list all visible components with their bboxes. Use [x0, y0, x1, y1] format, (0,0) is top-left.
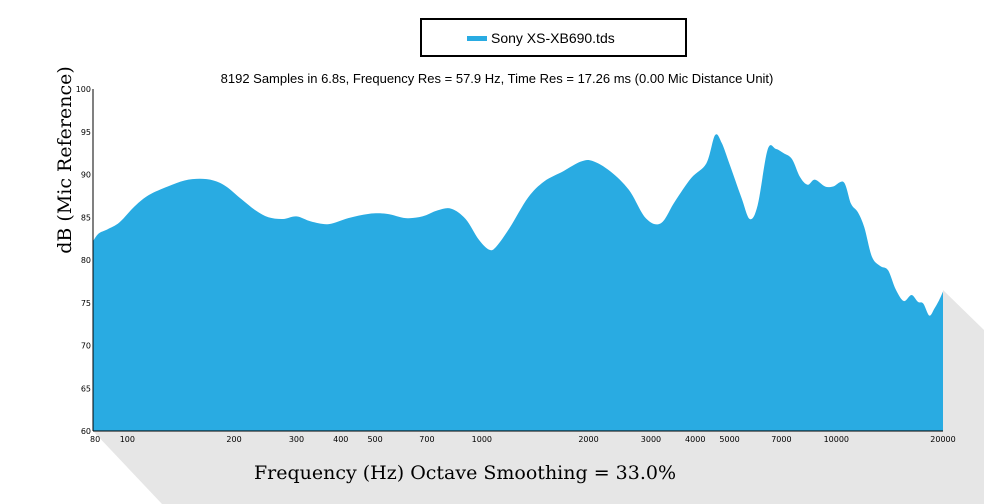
y-tick-label: 70 [81, 342, 91, 351]
y-axis-title: dB (Mic Reference) [54, 66, 76, 253]
x-tick-label: 20000 [930, 435, 955, 444]
y-tick-label: 100 [76, 85, 91, 94]
x-tick-label: 1000 [472, 435, 492, 444]
x-tick-label: 300 [289, 435, 304, 444]
x-tick-label: 10000 [824, 435, 849, 444]
x-tick-label: 4000 [685, 435, 705, 444]
legend-box [420, 18, 687, 57]
x-tick-label: 2000 [578, 435, 598, 444]
y-tick-label: 80 [81, 256, 91, 265]
x-tick-label: 500 [367, 435, 382, 444]
x-tick-label: 5000 [719, 435, 739, 444]
legend-swatch [467, 36, 487, 41]
x-tick-label: 200 [226, 435, 241, 444]
y-tick-label: 65 [81, 384, 91, 393]
y-tick-label: 90 [81, 171, 91, 180]
chart-subtitle: 8192 Samples in 6.8s, Frequency Res = 57… [221, 71, 774, 86]
y-tick-labels: 60 65 70 75 80 85 90 95 100 [76, 85, 91, 436]
x-tick-label: 700 [419, 435, 434, 444]
legend: Sony XS-XB690.tds [420, 18, 687, 57]
y-tick-label: 85 [81, 213, 91, 222]
y-tick-label: 95 [81, 128, 91, 137]
x-axis-title: Frequency (Hz) Octave Smoothing = 33.0% [254, 462, 676, 484]
plot-shadow [93, 290, 984, 504]
series-area-sony-xs-xb690 [93, 134, 943, 432]
legend-label: Sony XS-XB690.tds [491, 30, 615, 46]
y-tick-label: 75 [81, 299, 91, 308]
x-tick-label: 400 [333, 435, 348, 444]
x-tick-label: 7000 [771, 435, 791, 444]
x-tick-label: 3000 [641, 435, 661, 444]
x-tick-labels: 80 100 200 300 400 500 700 1000 2000 3000 4000 5000… [90, 435, 956, 444]
x-tick-label: 100 [120, 435, 135, 444]
y-tick-label: 60 [81, 427, 91, 436]
x-tick-label: 80 [90, 435, 100, 444]
